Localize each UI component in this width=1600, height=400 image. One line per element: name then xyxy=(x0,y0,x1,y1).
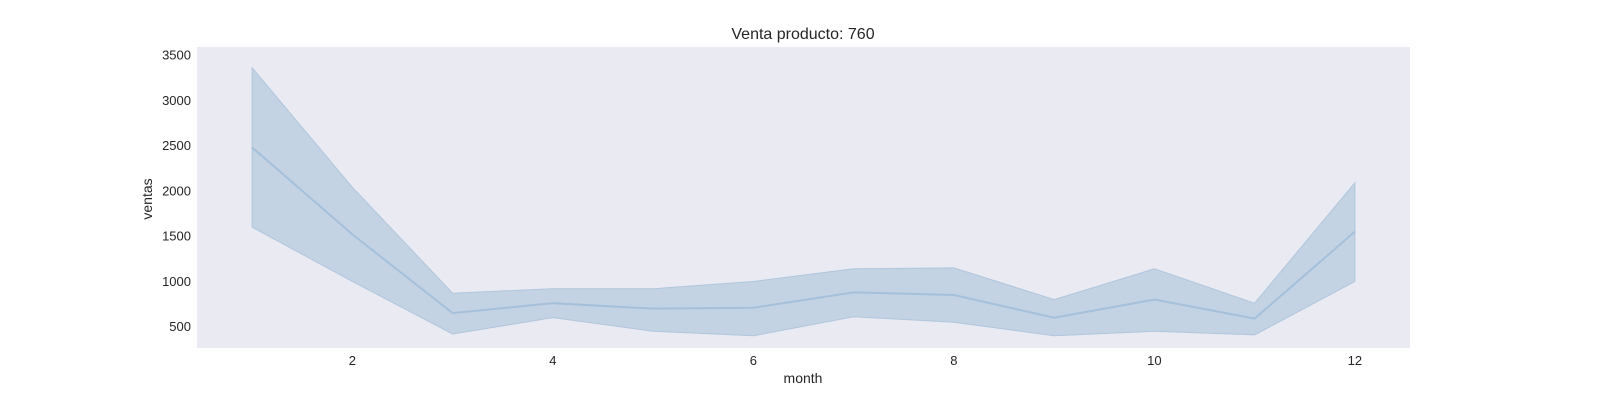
y-tick-label: 2000 xyxy=(162,183,191,198)
chart-title: Venta producto: 760 xyxy=(731,26,874,43)
x-tick-label: 12 xyxy=(1348,353,1362,368)
y-tick-label: 3000 xyxy=(162,93,191,108)
x-tick-labels: 2 4 6 8 10 12 xyxy=(349,353,1362,368)
line-layer xyxy=(251,146,1356,320)
x-tick-label: 2 xyxy=(349,353,356,368)
x-tick-label: 10 xyxy=(1147,353,1161,368)
y-tick-label: 500 xyxy=(169,319,191,334)
y-tick-label: 2500 xyxy=(162,138,191,153)
x-tick-label: 6 xyxy=(750,353,757,368)
y-tick-labels: 500 1000 1500 2000 2500 3000 3500 xyxy=(162,48,191,335)
confidence-band-layer xyxy=(251,66,1356,337)
y-axis-label: ventas xyxy=(139,178,155,219)
confidence-band xyxy=(251,66,1356,337)
x-tick-label: 4 xyxy=(549,353,556,368)
x-axis-label: month xyxy=(784,370,823,386)
x-tick-label: 8 xyxy=(950,353,957,368)
y-tick-label: 1000 xyxy=(162,274,191,289)
series-line xyxy=(251,146,1356,320)
y-tick-label: 3500 xyxy=(162,48,191,63)
y-tick-label: 1500 xyxy=(162,229,191,244)
